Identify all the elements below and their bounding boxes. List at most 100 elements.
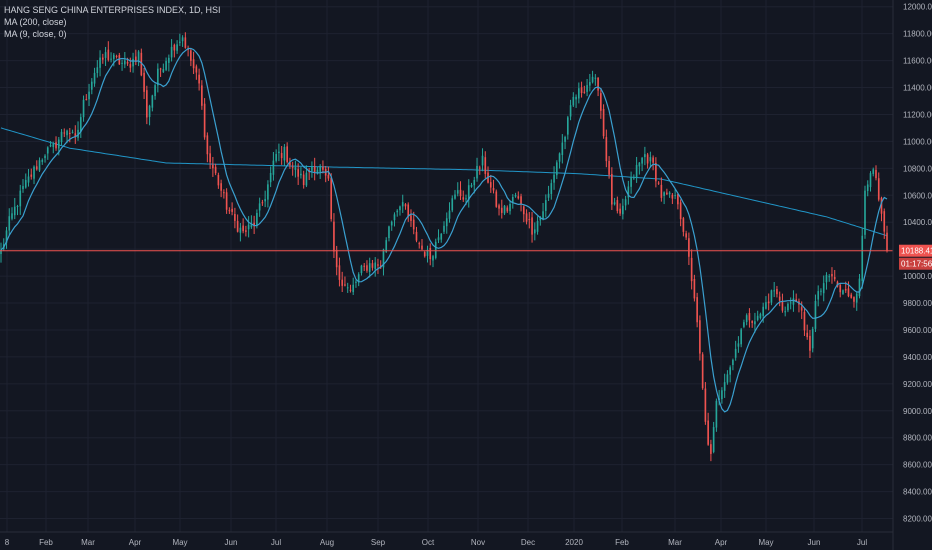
candle-body [344,284,346,286]
x-axis[interactable]: 8 Feb Mar Apr May Jun Jul Aug Sep Oct Nov Dec 2020 Fe… [0,531,893,547]
countdown-text: 01:17:56 [901,260,932,269]
candle-body [429,247,432,260]
x-tick-label: Apr [715,538,728,547]
candle-body [572,96,575,106]
candle-body [41,159,44,162]
candle-body [341,279,344,286]
candle-body [44,155,46,159]
candle-body [564,136,566,142]
candle-body [132,58,134,67]
candle-body [165,60,167,70]
chart-legend[interactable]: HANG SENG CHINA ENTERPRISES INDEX, 1D, H… [4,4,221,40]
ma9-path [0,47,888,413]
candle-body [666,192,668,195]
candle-body [872,169,875,174]
x-tick-label: 2020 [565,538,583,547]
candle-body [27,176,30,183]
candle-body [489,182,492,188]
candle-body [858,278,861,297]
x-tick-label: Sep [371,538,386,547]
candle-body [476,165,478,179]
candle-body [24,180,27,188]
candle-body [79,117,82,133]
candle-body [421,245,423,250]
y-tick-label: 8600.00 [903,461,932,470]
candle-body [531,217,533,235]
candle-body [877,178,880,200]
candle-body [745,315,748,323]
candle-body [297,169,299,177]
candle-body [242,225,244,232]
candle-body [776,288,778,295]
candle-body [580,87,583,94]
candle-body [616,200,619,212]
candle-body [135,56,137,62]
candle-body [511,197,514,203]
candle-body [701,354,704,389]
candle-body [198,74,200,84]
candle-body [445,218,448,227]
candle-body [55,142,57,149]
candle-body [269,172,272,183]
candle-body [668,192,671,195]
candle-body [168,57,170,63]
candle-body [228,210,231,212]
candle-body [157,68,159,86]
candle-body [192,59,195,69]
candle-body [539,217,542,221]
candle-body [704,388,707,422]
x-tick-label: Mar [81,538,95,547]
candle-body [110,58,112,60]
y-tick-label: 9600.00 [903,326,932,335]
x-tick-label: 8 [5,538,10,547]
candle-body [35,166,38,170]
x-tick-label: Nov [471,538,485,547]
candle-body [247,224,250,230]
candle-body [74,133,77,137]
candle-body [886,232,888,251]
candle-body [415,231,418,241]
y-axis[interactable]: 12000.00 11800.00 11600.00 11400.00 11200.00… [892,0,932,550]
candle-body [223,192,225,194]
candle-body [396,210,399,213]
candle-body [726,374,729,383]
candle-body [707,420,709,445]
candle-body [66,130,68,136]
x-tick-label: Apr [129,538,142,547]
candle-body [13,206,16,216]
candle-body [49,144,52,147]
candle-body [385,240,388,252]
candle-body [550,183,553,194]
candle-body [811,328,814,349]
candle-body [525,213,528,222]
candle-body [363,265,366,267]
candle-body [195,66,198,73]
candle-body [825,274,828,283]
y-tick-label: 10400.00 [903,218,932,227]
candle-body [148,105,151,118]
candle-body [622,205,624,215]
y-tick-label: 11800.00 [903,30,932,39]
y-tick-label: 9200.00 [903,380,932,389]
candle-body [866,184,869,191]
candle-body [533,229,536,234]
x-tick-label: Feb [39,538,53,547]
candle-body [96,67,99,74]
candle-body [352,284,355,293]
candle-body [126,61,129,64]
candle-body [503,205,506,214]
candle-body [578,88,580,99]
candle-body [19,190,22,207]
candle-body [649,157,652,162]
candle-body [633,177,635,179]
candle-body [561,142,564,156]
candle-body [630,177,632,187]
candle-body [123,60,126,65]
candle-body [212,164,214,169]
candle-body [107,49,110,60]
candle-body [101,57,104,60]
candle-body [137,51,140,61]
x-tick-label: Jun [225,538,238,547]
candle-body [478,167,481,169]
candle-body [500,207,503,213]
